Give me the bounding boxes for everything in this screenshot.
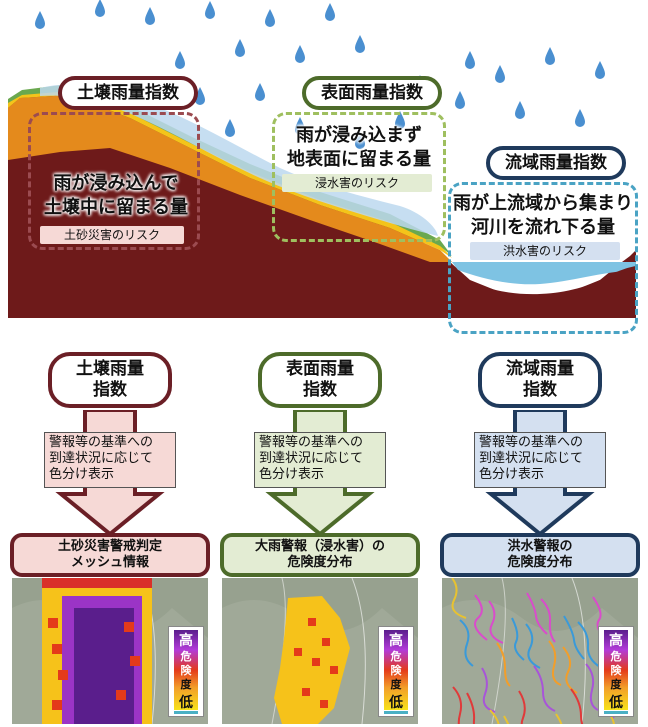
basin-risk-label: 洪水害のリスク <box>470 242 620 260</box>
raindrop-icon <box>455 91 465 109</box>
surface-legend-label-3: 度 <box>390 678 402 691</box>
soil-legend-high-label: 高 <box>179 633 193 649</box>
basin-index-frame <box>448 182 638 334</box>
raindrop-icon <box>355 35 365 53</box>
soil-legend-label-2: 険 <box>180 664 192 677</box>
basin-legend-label-2: 険 <box>610 664 622 677</box>
surface-index-frame <box>272 112 446 242</box>
raindrop-icon <box>575 109 585 127</box>
soil-map-title-line2: メッシュ情報 <box>70 555 149 570</box>
surface-water <box>40 84 438 236</box>
raindrop-icon <box>295 45 305 63</box>
soil-risk-legend: 高危険度低 <box>168 626 204 717</box>
surface-legend-base <box>384 711 408 714</box>
basin-legend-gradient: 高危険度低 <box>604 630 628 711</box>
surface-pill-line1: 表面雨量 <box>286 359 354 379</box>
raindrop-icon <box>145 7 155 25</box>
surface-legend-low-label: 低 <box>389 695 403 711</box>
surface-pill-line2: 指数 <box>303 380 337 400</box>
soil-note-line1: 警報等の基準への <box>49 435 154 450</box>
basin-pill-line1: 流域雨量 <box>506 359 574 379</box>
basin-note: 警報等の基準への 到達状況に応じて 色分け表示 <box>474 432 606 488</box>
soil-legend-gradient: 高危険度低 <box>174 630 198 711</box>
basin-legend-label-3: 度 <box>610 678 622 691</box>
raindrop-icon <box>265 9 275 27</box>
surface-legend-label-2: 険 <box>390 664 402 677</box>
surface-index-description-line2: 地表面に留まる量 <box>287 149 431 170</box>
soil-map-title: 土砂災害警戒判定 メッシュ情報 <box>10 533 210 577</box>
soil-note: 警報等の基準への 到達状況に応じて 色分け表示 <box>44 432 176 488</box>
basin-legend-base <box>604 711 628 714</box>
basin-map-title-line2: 危険度分布 <box>507 555 573 570</box>
surface-note-line2: 到達状況に応じて <box>259 451 364 466</box>
surface-legend-high-label: 高 <box>389 633 403 649</box>
soil-legend-label-1: 危 <box>180 650 192 663</box>
basin-map-title-line1: 洪水警報の <box>507 539 573 554</box>
surface-index-badge: 表面雨量指数 <box>302 76 442 110</box>
basin-pill-line2: 指数 <box>523 380 557 400</box>
surface-map-title-line2: 危険度分布 <box>287 555 353 570</box>
soil-risk-label: 土砂災害のリスク <box>40 226 184 244</box>
raindrop-icon <box>35 11 45 29</box>
soil-legend-label-3: 度 <box>180 678 192 691</box>
raindrop-icon <box>465 51 475 69</box>
surface-note-line1: 警報等の基準への <box>259 435 364 450</box>
basin-note-line2: 到達状況に応じて <box>479 451 584 466</box>
basin-risk-legend: 高危険度低 <box>598 626 634 717</box>
raindrop-icon <box>95 0 105 17</box>
soil-index-description-line1: 雨が浸み込んで <box>53 173 179 194</box>
raindrop-icon <box>325 3 335 21</box>
surface-risk-legend: 高危険度低 <box>378 626 414 717</box>
basin-index-description-line1: 雨が上流域から集まり <box>453 193 633 214</box>
surface-legend-label-1: 危 <box>390 650 402 663</box>
soil-note-line3: 色分け表示 <box>49 467 115 482</box>
raindrop-icon <box>515 101 525 119</box>
river-channel <box>458 266 636 318</box>
raindrop-icon <box>545 47 555 65</box>
soil-map-drawing <box>12 578 208 724</box>
soil-legend-base <box>174 711 198 714</box>
surface-map-title-line1: 大雨警報（浸水害）の <box>254 539 385 554</box>
soil-index-frame <box>28 112 200 250</box>
raindrop-icon <box>175 51 185 69</box>
river-water <box>452 262 636 285</box>
soil-pill-line1: 土壌雨量 <box>76 359 144 379</box>
surface-map-title: 大雨警報（浸水害）の 危険度分布 <box>220 533 420 577</box>
raindrop-icon <box>495 65 505 83</box>
surface-note: 警報等の基準への 到達状況に応じて 色分け表示 <box>254 432 386 488</box>
basin-index-badge: 流域雨量指数 <box>486 146 626 180</box>
basin-note-line1: 警報等の基準への <box>479 435 584 450</box>
soil-layer-orange <box>8 95 452 262</box>
basin-index-pill: 流域雨量 指数 <box>478 352 602 408</box>
soil-index-description-line2: 土壌中に留まる量 <box>44 197 188 218</box>
basin-legend-low-label: 低 <box>609 695 623 711</box>
raindrop-icon <box>595 61 605 79</box>
raindrop-icon <box>235 39 245 57</box>
raindrop-icon <box>225 119 235 137</box>
surface-index-description-line1: 雨が浸み込まず <box>296 125 422 146</box>
surface-risk-label: 浸水害のリスク <box>282 174 432 192</box>
basin-note-line3: 色分け表示 <box>479 467 545 482</box>
surface-note-line3: 色分け表示 <box>259 467 325 482</box>
soil-legend-low-label: 低 <box>179 695 193 711</box>
soil-map-title-line1: 土砂災害警戒判定 <box>57 539 162 554</box>
raindrop-icon <box>255 83 265 101</box>
soil-note-line2: 到達状況に応じて <box>49 451 154 466</box>
soil-index-badge: 土壌雨量指数 <box>58 76 198 110</box>
surface-legend-gradient: 高危険度低 <box>384 630 408 711</box>
basin-legend-label-1: 危 <box>610 650 622 663</box>
soil-pill-line2: 指数 <box>93 380 127 400</box>
surface-index-pill: 表面雨量 指数 <box>258 352 382 408</box>
raindrop-icon <box>205 1 215 19</box>
basin-map-drawing <box>442 578 638 724</box>
basin-map-title: 洪水警報の 危険度分布 <box>440 533 640 577</box>
soil-index-pill: 土壌雨量 指数 <box>48 352 172 408</box>
basin-index-description-line2: 河川を流れ下る量 <box>471 217 615 238</box>
basin-legend-high-label: 高 <box>609 633 623 649</box>
